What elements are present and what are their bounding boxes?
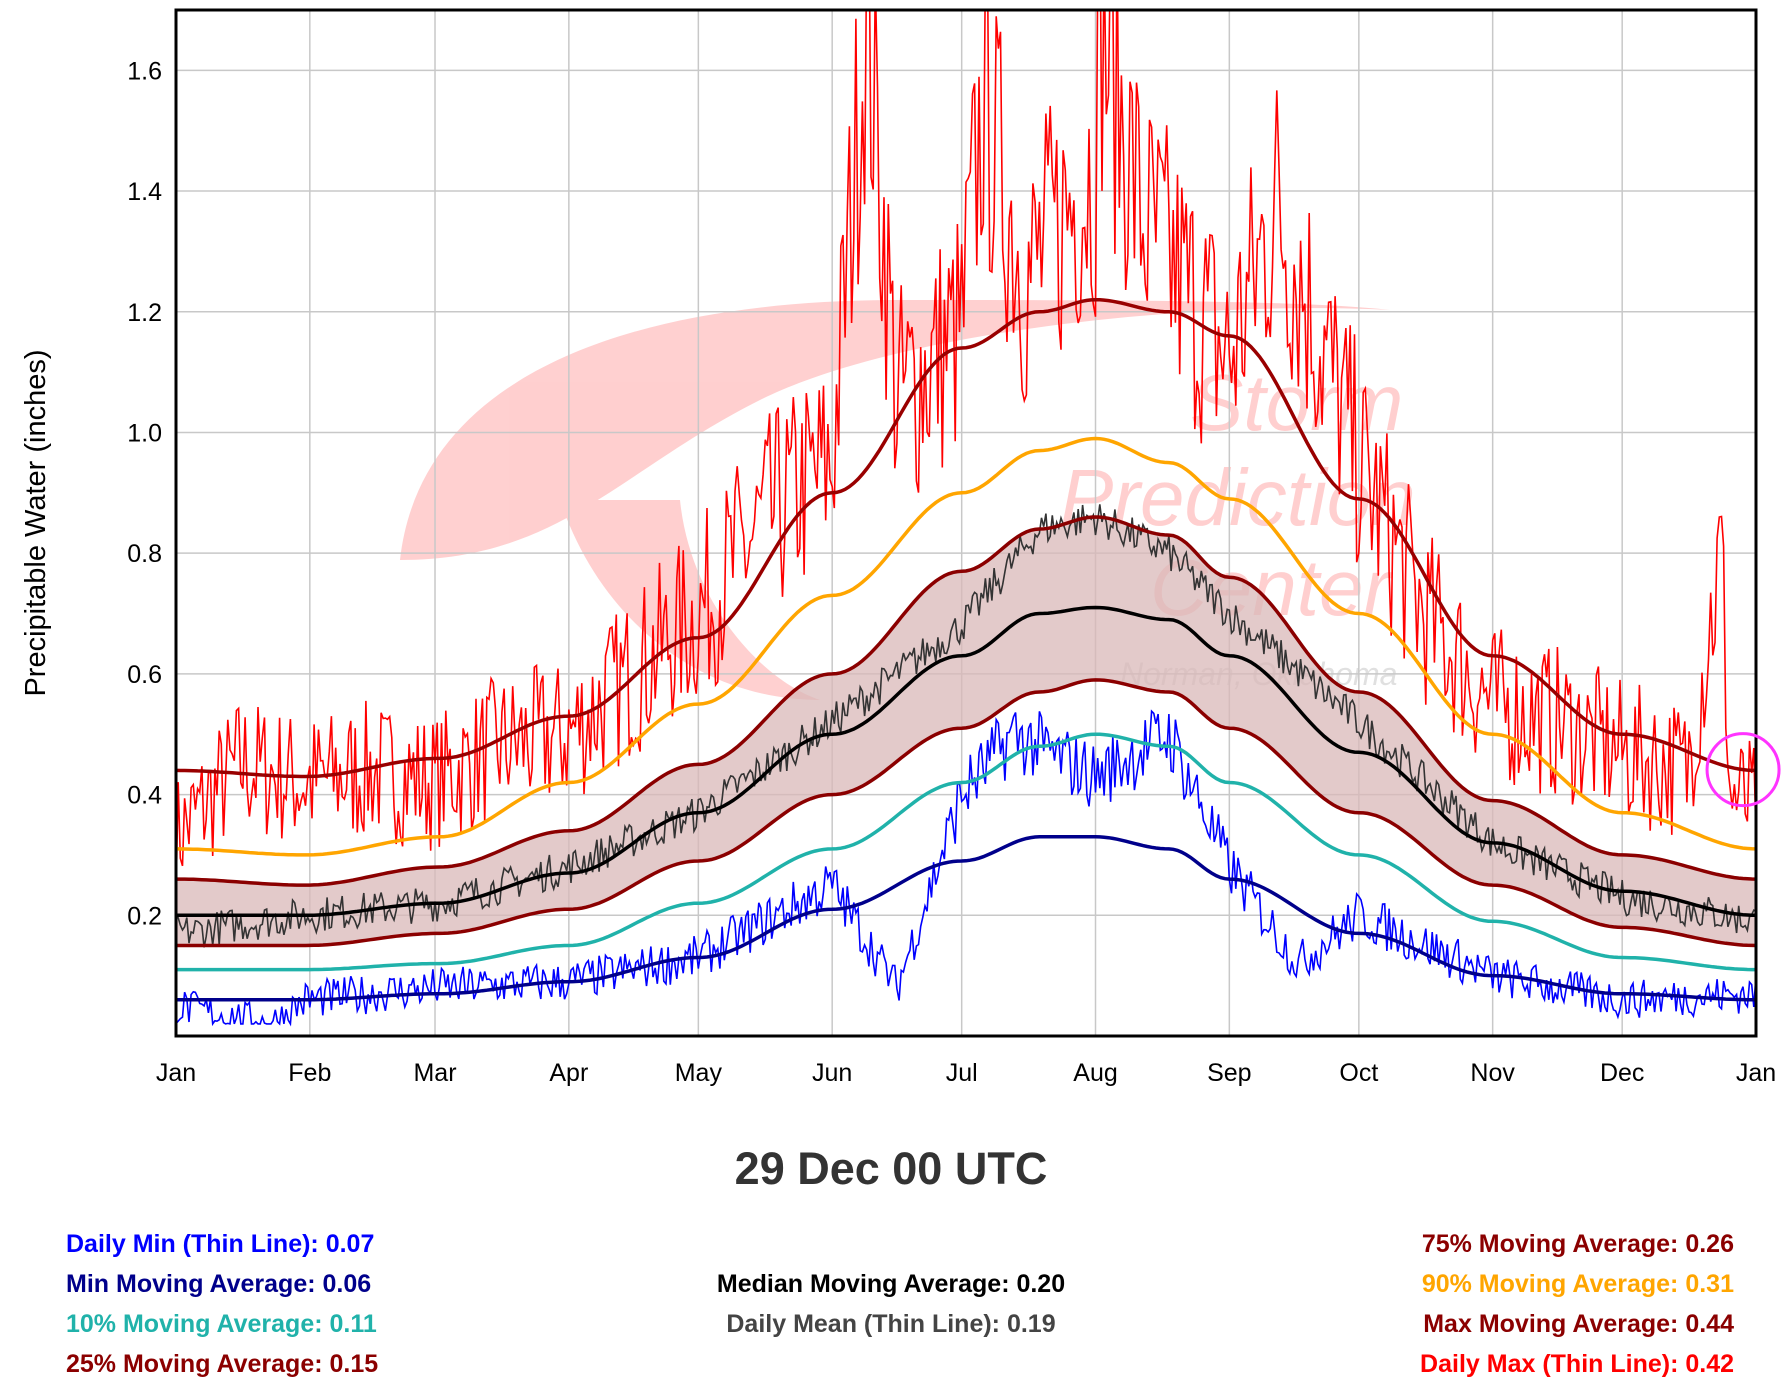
stat-10pct-moving-average: 10% Moving Average: 0.11 [66, 1310, 377, 1338]
watermark-swoosh [400, 300, 1390, 560]
x-tick-label: Nov [1470, 1059, 1515, 1087]
moving-average-line [176, 835, 1756, 1002]
y-tick-label: 1.6 [127, 57, 162, 85]
x-tick-label: Sep [1207, 1059, 1251, 1087]
x-tick-label: Apr [549, 1059, 588, 1087]
x-tick-label: Jan [156, 1059, 196, 1087]
moving-average-line [176, 732, 1756, 972]
y-axis-label: Precipitable Water (inches) [20, 349, 52, 696]
y-tick-label: 1.0 [127, 419, 162, 447]
band-fill [176, 517, 1756, 946]
plot-frame [174, 8, 1758, 1038]
series-lines [176, 10, 1756, 1027]
stat-max-moving-average: Max Moving Average: 0.44 [1423, 1310, 1734, 1338]
y-tick-label: 0.8 [127, 540, 162, 568]
x-tick-label: May [675, 1059, 723, 1087]
y-tick-label: 0.2 [127, 902, 162, 930]
daily-line [176, 10, 1756, 899]
daily-line [176, 709, 1756, 1027]
y-axis-ticks: 0.2 0.4 0.6 0.8 1.0 1.2 1.4 1.6 [127, 57, 162, 930]
moving-average-line [176, 605, 1756, 918]
x-tick-label: Mar [413, 1059, 456, 1087]
y-tick-label: 1.4 [127, 178, 162, 206]
x-tick-label: Jul [946, 1059, 978, 1087]
stat-daily-min: Daily Min (Thin Line): 0.07 [66, 1230, 375, 1258]
stat-daily-mean: Daily Mean (Thin Line): 0.19 [726, 1310, 1056, 1338]
y-tick-label: 1.2 [127, 299, 162, 327]
chart-subtitle: 29 Dec 00 UTC [734, 1143, 1048, 1194]
stat-90pct-moving-average: 90% Moving Average: 0.31 [1421, 1270, 1734, 1298]
y-tick-label: 0.6 [127, 661, 162, 689]
stat-daily-max: Daily Max (Thin Line): 0.42 [1420, 1350, 1734, 1378]
moving-average-line [176, 678, 1756, 948]
current-day-marker [1705, 732, 1781, 808]
x-axis-ticks: Jan Feb Mar Apr May Jun Jul Aug Sep Oct Nov Dec Jan [156, 1059, 1776, 1087]
x-tick-label: Dec [1600, 1059, 1644, 1087]
stat-median-moving-average: Median Moving Average: 0.20 [716, 1270, 1066, 1298]
moving-average-line [176, 297, 1756, 779]
precipitable-water-chart: Storm Prediction Center Norman, Oklahoma… [20, 8, 1781, 1087]
x-tick-label: Oct [1339, 1059, 1378, 1087]
moving-average-line [176, 515, 1756, 887]
x-tick-label: Feb [288, 1059, 331, 1087]
x-tick-label: Jan [1736, 1059, 1776, 1087]
stat-25pct-moving-average: 25% Moving Average: 0.15 [66, 1350, 379, 1378]
stat-75pct-moving-average: 75% Moving Average: 0.26 [1421, 1230, 1734, 1258]
y-tick-label: 0.4 [127, 782, 162, 810]
watermark-swoosh-lower [560, 500, 820, 700]
x-tick-label: Aug [1073, 1059, 1117, 1087]
x-tick-label: Jun [812, 1059, 852, 1087]
moving-average-line [176, 436, 1756, 857]
stat-min-moving-average: Min Moving Average: 0.06 [66, 1270, 372, 1298]
interquartile-band [176, 517, 1756, 946]
